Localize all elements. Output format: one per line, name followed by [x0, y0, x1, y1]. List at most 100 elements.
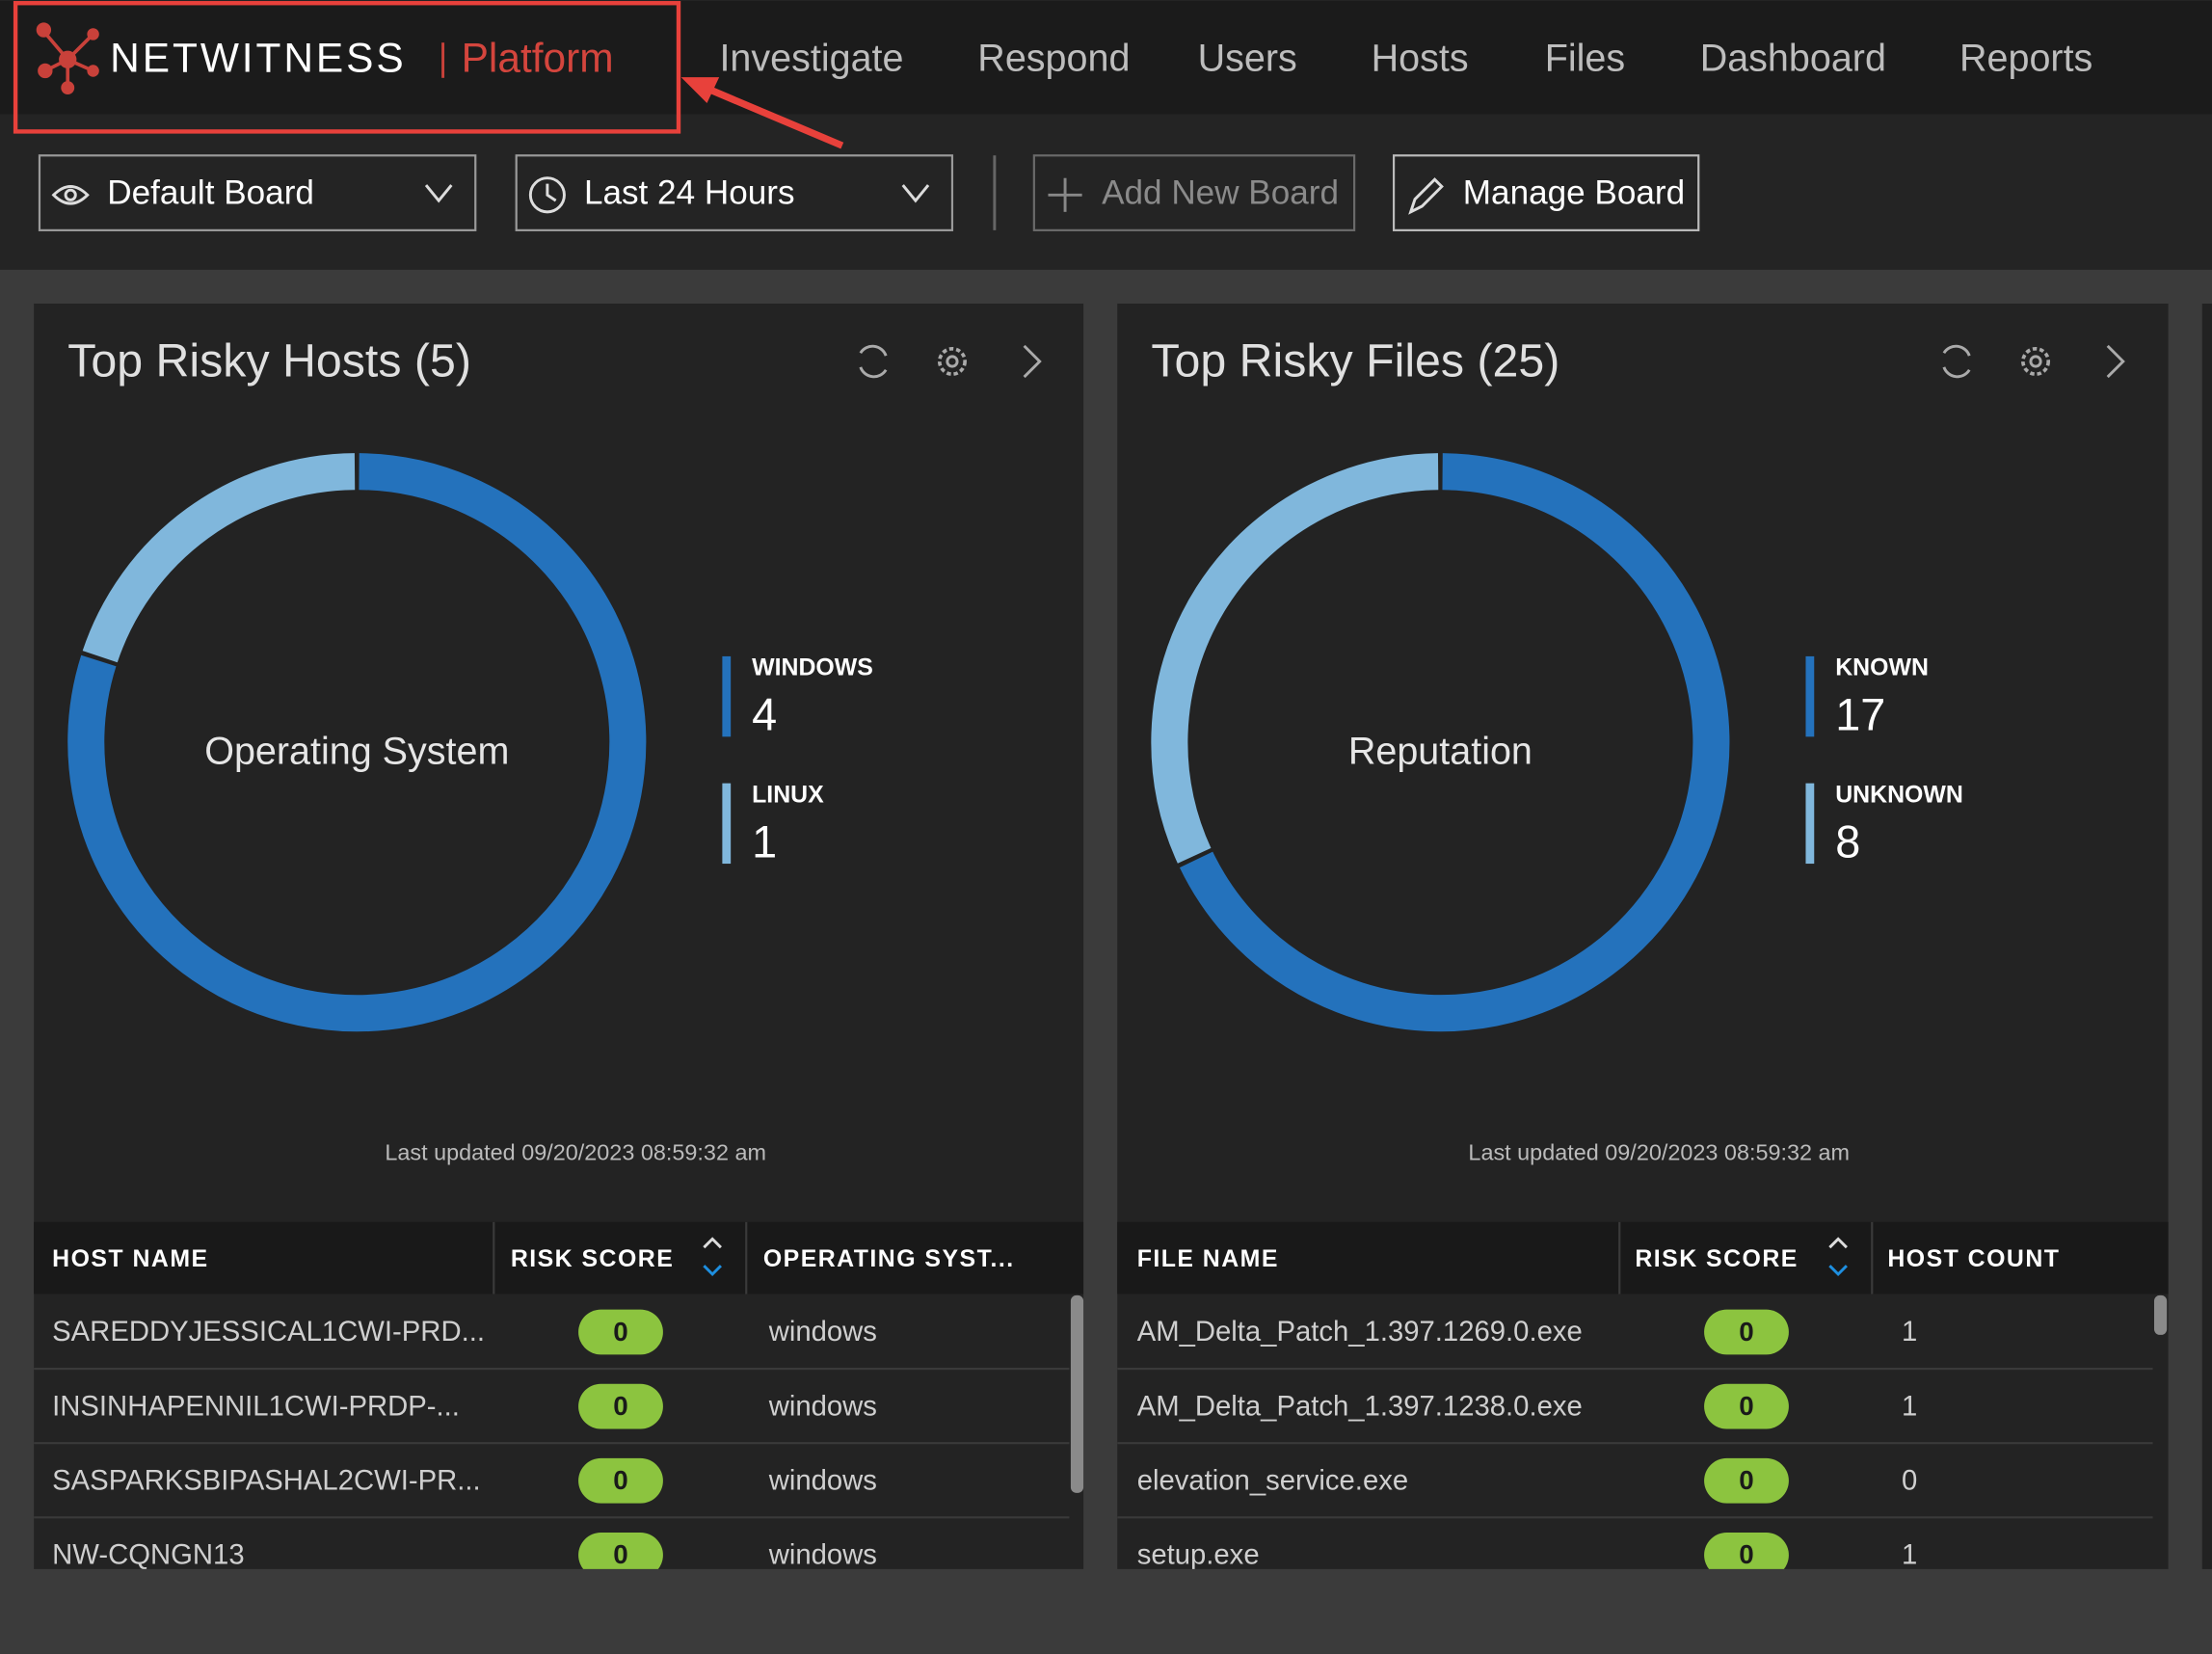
nav-item[interactable]: Hosts — [1372, 38, 1469, 80]
nav-item[interactable]: Dashboard — [1700, 38, 1886, 80]
clock-icon — [528, 176, 566, 214]
table-header — [1117, 1221, 2169, 1294]
legend-name: WINDOWS — [752, 654, 873, 681]
add-board-label: Add New Board — [1102, 174, 1339, 212]
nav-item[interactable]: Reports — [1959, 38, 2092, 80]
add-board-button[interactable] — [1032, 154, 1356, 231]
risk-pill — [1704, 1532, 1789, 1569]
widget-partial — [2201, 303, 2212, 1569]
legend-name: LINUX — [752, 781, 824, 808]
product: Platform — [462, 35, 614, 80]
legend-swatch — [1805, 783, 1815, 865]
sort-up[interactable] — [703, 1237, 722, 1249]
highlight-box — [13, 1, 681, 134]
risk-score: 0 — [1739, 1391, 1753, 1421]
legend-swatch — [722, 783, 732, 865]
settings-icon-core — [946, 355, 959, 368]
risk-pill — [578, 1383, 663, 1429]
risk-pill — [578, 1309, 663, 1355]
risk-score: 0 — [1739, 1539, 1753, 1569]
risk-pill — [1704, 1457, 1789, 1504]
table-header — [34, 1221, 1084, 1294]
table-cell: setup.exe — [1137, 1540, 1260, 1571]
refresh-icon[interactable] — [1942, 344, 1971, 379]
legend-swatch — [722, 655, 732, 737]
column-header[interactable]: RISK SCORE — [1635, 1245, 1798, 1272]
arrow — [680, 77, 844, 149]
refresh-icon[interactable] — [859, 344, 888, 379]
risk-score: 0 — [613, 1539, 627, 1569]
donut-center-label: Reputation — [1348, 730, 1532, 772]
table-cell: windows — [768, 1391, 877, 1422]
risk-pill — [1704, 1309, 1789, 1355]
column-header[interactable]: FILE NAME — [1137, 1245, 1279, 1272]
sort-up[interactable] — [1828, 1237, 1848, 1249]
board-dropdown[interactable] — [38, 154, 477, 231]
pencil-icon — [1408, 177, 1444, 215]
column-header[interactable]: OPERATING SYST... — [763, 1245, 1015, 1272]
scrollbar[interactable] — [2153, 1294, 2168, 1335]
table-body: SAREDDYJESSICAL1CWI-PRD... 0 windows INSINH… — [34, 1309, 1070, 1571]
table-cell: 1 — [1902, 1391, 1917, 1422]
widget-title: Top Risky Files (25) — [1151, 335, 1559, 387]
table-cell: elevation_service.exe — [1137, 1465, 1408, 1496]
risk-score: 0 — [613, 1391, 627, 1421]
table-body: AM_Delta_Patch_1.397.1269.0.exe 0 1 AM_Delt… — [1117, 1309, 2153, 1571]
last-updated: Last updated 09/20/2023 08:59:32 am — [385, 1140, 766, 1165]
eye-icon — [51, 185, 90, 205]
donut-segment — [1151, 453, 1439, 864]
column-header[interactable]: HOST COUNT — [1887, 1245, 2060, 1272]
risk-pill — [578, 1457, 663, 1504]
last-updated: Last updated 09/20/2023 08:59:32 am — [1468, 1140, 1850, 1165]
nav-item[interactable]: Users — [1198, 38, 1297, 80]
legend-value: 1 — [752, 816, 777, 867]
risk-score: 0 — [1739, 1317, 1753, 1347]
legend-swatch — [1805, 655, 1815, 737]
table-cell: SASPARKSBIPASHAL2CWI-PR... — [52, 1465, 481, 1496]
nav-item[interactable]: Respond — [977, 38, 1130, 80]
time-dropdown[interactable] — [515, 154, 954, 231]
table-cell: windows — [768, 1540, 877, 1571]
chevron — [424, 184, 453, 203]
settings-icon-core — [2029, 355, 2042, 368]
donut-segment — [1179, 453, 1730, 1032]
manage-board-label: Manage Board — [1463, 174, 1685, 212]
table-cell: 1 — [1902, 1540, 1917, 1571]
legend-name: KNOWN — [1835, 654, 1929, 681]
table-cell: AM_Delta_Patch_1.397.1238.0.exe — [1137, 1391, 1583, 1422]
settings-icon[interactable] — [2021, 346, 2051, 376]
column-header[interactable]: HOST NAME — [52, 1245, 208, 1272]
sort-down[interactable] — [1828, 1265, 1848, 1277]
table-cell: 1 — [1902, 1317, 1917, 1347]
legend-value: 4 — [752, 690, 777, 740]
plus-icon — [1048, 177, 1082, 212]
chevron — [901, 184, 930, 203]
widget-title: Top Risky Hosts (5) — [67, 335, 471, 387]
manage-board-button[interactable] — [1392, 154, 1700, 231]
risk-pill — [578, 1532, 663, 1569]
nav-item[interactable]: Investigate — [719, 38, 903, 80]
risk-score: 0 — [613, 1317, 627, 1347]
brand: NETWITNESS — [110, 35, 406, 80]
table-cell: windows — [768, 1465, 877, 1496]
scrollbar[interactable] — [1070, 1294, 1084, 1493]
legend-value: 17 — [1835, 690, 1885, 740]
sort-down[interactable] — [703, 1265, 722, 1277]
risk-score: 0 — [1739, 1465, 1753, 1495]
settings-icon[interactable] — [937, 346, 967, 376]
logo[interactable] — [36, 22, 99, 95]
table-cell: NW-CQNGN13 — [52, 1540, 244, 1571]
expand-icon[interactable] — [2106, 344, 2125, 379]
risk-score: 0 — [613, 1465, 627, 1495]
donut-segment — [67, 453, 647, 1032]
table-cell: SAREDDYJESSICAL1CWI-PRD... — [52, 1317, 485, 1347]
risk-pill — [1704, 1383, 1789, 1429]
table-cell: INSINHAPENNIL1CWI-PRDP-... — [52, 1391, 460, 1422]
time-label: Last 24 Hours — [584, 174, 795, 212]
legend-value: 8 — [1835, 816, 1860, 867]
nav-item[interactable]: Files — [1545, 38, 1625, 80]
column-header[interactable]: RISK SCORE — [511, 1245, 674, 1272]
expand-icon[interactable] — [1023, 344, 1042, 379]
